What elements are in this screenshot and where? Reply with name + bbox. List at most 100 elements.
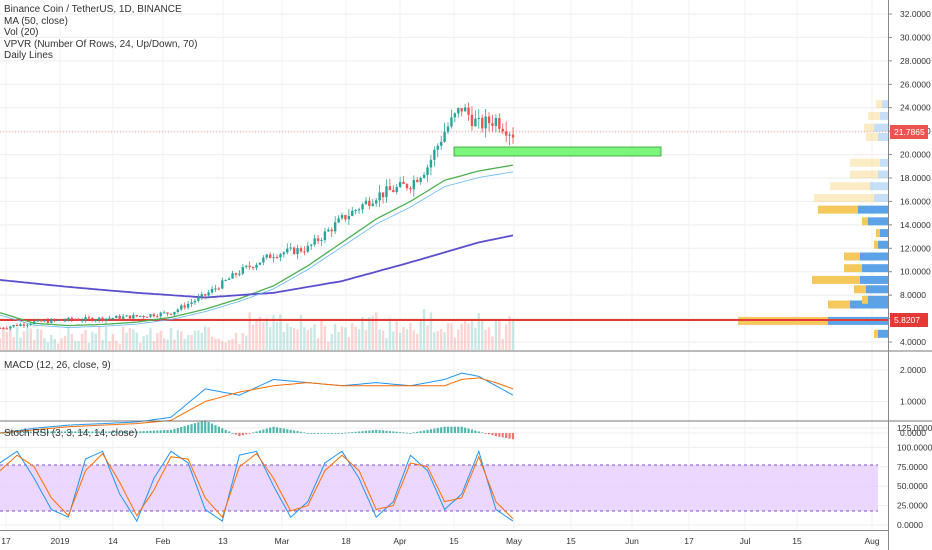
- candle-body: [354, 210, 357, 212]
- vp-down-bar: [874, 240, 878, 249]
- macd-histogram-bar: [0, 433, 2, 434]
- macd-histogram-bar: [74, 431, 77, 433]
- macd-histogram-bar: [190, 424, 193, 433]
- candle-body: [436, 145, 439, 150]
- macd-histogram-bar: [289, 429, 292, 433]
- vp-down-bar: [866, 133, 878, 141]
- volume-bar: [306, 330, 309, 350]
- legend-vpvr[interactable]: VPVR (Number Of Rows, 24, Up/Down, 70): [4, 38, 198, 50]
- volume-bar: [275, 321, 279, 350]
- candle: [409, 186, 412, 194]
- candle-body: [433, 149, 436, 160]
- rsi-tick-label: 100.0000: [897, 442, 932, 452]
- legend-daily[interactable]: Daily Lines: [4, 50, 53, 61]
- volume-bar: [63, 335, 67, 350]
- candle-body: [395, 186, 398, 192]
- last-price-badge: 21.7865: [890, 125, 928, 139]
- volume-bar: [251, 324, 255, 350]
- time-tick-label: Jun: [625, 536, 639, 546]
- price-tick-label: 20.0000: [900, 150, 931, 160]
- macd-histogram-bar: [296, 431, 299, 433]
- time-tick-label: Apr: [393, 536, 406, 546]
- volume-bar: [43, 338, 46, 350]
- macd-histogram-bar: [169, 429, 173, 433]
- macd-histogram-bar: [378, 430, 381, 433]
- candle: [77, 317, 80, 321]
- candle: [217, 286, 221, 291]
- rsi-label[interactable]: Stoch RSI (3, 3, 14, 14, close): [4, 428, 138, 439]
- volume-bar: [115, 340, 118, 350]
- candle: [227, 277, 231, 281]
- volume-bar: [378, 329, 381, 350]
- macd-histogram-bar: [440, 427, 443, 433]
- legend-ma[interactable]: MA (50, close): [4, 15, 68, 27]
- candle: [128, 315, 132, 321]
- candle-body: [279, 254, 282, 258]
- macd-histogram-bar: [474, 430, 477, 433]
- vp-down-bar: [862, 295, 868, 304]
- macd-histogram-bar: [200, 421, 203, 433]
- legend-symbol[interactable]: Binance Coin / TetherUS, 1D, BINANCE: [4, 4, 182, 15]
- volume-bar: [77, 340, 80, 350]
- candle: [508, 132, 511, 146]
- candle: [354, 208, 357, 215]
- macd-histogram-bar: [98, 431, 101, 433]
- volume-bar: [0, 338, 2, 350]
- candle: [210, 285, 214, 295]
- candle-body: [443, 131, 446, 142]
- volume-bar: [457, 329, 460, 350]
- support-value: 5.8207: [894, 315, 920, 325]
- ma-50-line: [0, 164, 514, 327]
- vp-up-bar: [874, 193, 888, 202]
- macd-histogram-bar: [464, 427, 467, 433]
- candle-body: [251, 267, 255, 269]
- candle-body: [162, 312, 166, 314]
- candle-body: [5, 328, 9, 330]
- macd-axis[interactable]: 2.0000 1.0000 0.0000: [900, 365, 926, 438]
- macd-histogram-bar: [310, 433, 313, 434]
- macd-histogram-bar: [316, 433, 320, 434]
- candle-body: [504, 131, 508, 136]
- volume-bar: [320, 319, 323, 350]
- candle-body: [183, 305, 186, 308]
- candle: [388, 178, 392, 191]
- macd-histogram-bar: [477, 431, 480, 433]
- resistance-zone[interactable]: [453, 146, 662, 157]
- candle-body: [453, 113, 457, 118]
- candle-body: [111, 318, 115, 320]
- volume-bar: [15, 326, 19, 350]
- price-tick-label: 12.0000: [900, 243, 931, 253]
- vp-up-bar: [882, 100, 888, 109]
- candle: [347, 209, 351, 225]
- candle: [176, 308, 180, 314]
- macd-label[interactable]: MACD (12, 26, close, 9): [4, 360, 111, 371]
- macd-histogram-bar: [57, 431, 60, 433]
- time-axis[interactable]: 17 2019 14 Feb 13 Mar 18 Apr 15 May 15 Jun 17 Jul 15 Au…: [1, 536, 880, 546]
- macd-histogram-bar: [334, 433, 337, 434]
- rsi-axis[interactable]: 125.0000 100.0000 75.0000 50.0000 25.0000 0.0…: [897, 423, 932, 530]
- candle-body: [323, 231, 327, 241]
- candle-body: [491, 123, 494, 126]
- macd-histogram-bar: [132, 431, 135, 433]
- candle: [412, 175, 416, 197]
- volume-bar: [296, 329, 299, 350]
- macd-histogram-bar: [122, 431, 125, 433]
- macd-histogram-bar: [210, 423, 214, 433]
- candle: [368, 197, 371, 210]
- volume-bar: [265, 318, 268, 350]
- candle: [152, 312, 156, 318]
- candle: [474, 110, 477, 127]
- candle-body: [487, 116, 491, 124]
- candle-body: [241, 267, 245, 274]
- candle: [282, 251, 286, 258]
- macd-histogram-bar: [429, 429, 433, 433]
- candle: [313, 234, 316, 247]
- candle: [498, 113, 501, 133]
- vp-down-bar: [876, 100, 882, 109]
- legend-vol[interactable]: Vol (20): [4, 27, 39, 38]
- candle: [22, 321, 26, 329]
- candle: [337, 215, 340, 223]
- price-axis[interactable]: 32.000030.000028.000026.000024.000022.00…: [888, 9, 931, 347]
- candle-body: [371, 203, 374, 206]
